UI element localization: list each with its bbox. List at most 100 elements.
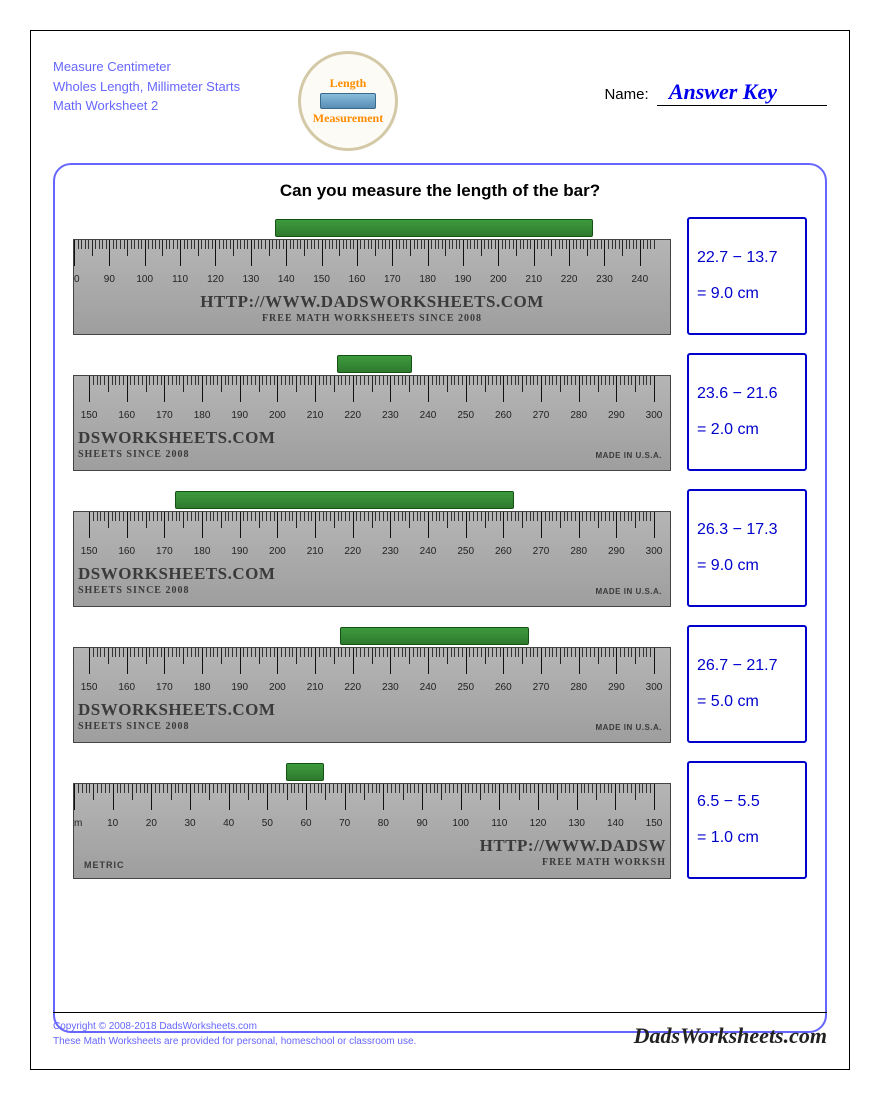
made-in-label: MADE IN U.S.A. bbox=[595, 587, 662, 596]
title-line1: Measure Centimeter bbox=[53, 57, 273, 77]
tick-label: 210 bbox=[307, 682, 324, 693]
answer-box: 22.7 − 13.7= 9.0 cm bbox=[687, 217, 807, 335]
tick-label: 140 bbox=[278, 274, 295, 285]
tick-label: 70 bbox=[339, 818, 350, 829]
made-in-label: MADE IN U.S.A. bbox=[595, 451, 662, 460]
name-label: Name: bbox=[604, 86, 648, 103]
measure-bar bbox=[337, 355, 412, 373]
problem-row: 1501601701801902002102202302402502602702… bbox=[73, 625, 807, 743]
tick-label: 170 bbox=[156, 546, 173, 557]
tick-label: 60 bbox=[300, 818, 311, 829]
tick-label: 270 bbox=[533, 546, 550, 557]
tick-label: 150 bbox=[81, 682, 98, 693]
tick-label: 260 bbox=[495, 682, 512, 693]
name-block: Name: Answer Key bbox=[423, 51, 827, 106]
tick-label: 280 bbox=[570, 410, 587, 421]
tick-label: 170 bbox=[156, 682, 173, 693]
copyright-text: Copyright © 2008-2018 DadsWorksheets.com bbox=[53, 1019, 416, 1034]
badge-top-text: Length bbox=[330, 76, 367, 91]
badge-wrap: Length Measurement bbox=[293, 51, 403, 151]
ruler: 8090100110120130140150160170180190200210… bbox=[73, 239, 671, 335]
tick-label: 110 bbox=[172, 274, 188, 285]
tick-label: 180 bbox=[194, 682, 211, 693]
tick-label: 190 bbox=[231, 410, 248, 421]
problem-row: 1501601701801902002102202302402502602702… bbox=[73, 353, 807, 471]
answer-box: 26.3 − 17.3= 9.0 cm bbox=[687, 489, 807, 607]
title-line3: Math Worksheet 2 bbox=[53, 96, 273, 116]
tick-label: 90 bbox=[416, 818, 427, 829]
answer-key-text: Answer Key bbox=[657, 79, 827, 106]
content-frame: Can you measure the length of the bar? 8… bbox=[53, 163, 827, 1033]
metric-label: METRIC bbox=[84, 860, 125, 870]
answer-box: 23.6 − 21.6 = 2.0 cm bbox=[687, 353, 807, 471]
tick-label: 280 bbox=[570, 546, 587, 557]
answer-result: = 2.0 cm bbox=[697, 421, 797, 439]
tick-label: 150 bbox=[81, 410, 98, 421]
length-badge-icon: Length Measurement bbox=[298, 51, 398, 151]
tick-label: 220 bbox=[561, 274, 578, 285]
tick-label: 240 bbox=[632, 274, 649, 285]
tick-label: 230 bbox=[382, 410, 399, 421]
tick-label: 290 bbox=[608, 682, 625, 693]
answer-box: 6.5 − 5.5 = 1.0 cm bbox=[687, 761, 807, 879]
problem-row: 8090100110120130140150160170180190200210… bbox=[73, 217, 807, 335]
tick-label: 150 bbox=[81, 546, 98, 557]
ruler-brand: HTTP://WWW.DADSWORKSHEETS.COMFREE MATH W… bbox=[74, 292, 670, 324]
ruler-column: 1501601701801902002102202302402502602702… bbox=[73, 625, 671, 743]
measure-bar bbox=[340, 627, 528, 645]
tick-label: 240 bbox=[420, 546, 437, 557]
tick-label: 190 bbox=[231, 682, 248, 693]
tick-label: 200 bbox=[269, 546, 286, 557]
question-text: Can you measure the length of the bar? bbox=[73, 181, 807, 201]
ruler: 1501601701801902002102202302402502602702… bbox=[73, 375, 671, 471]
answer-calc: 23.6 − 21.6 bbox=[697, 385, 797, 403]
tick-label: 260 bbox=[495, 410, 512, 421]
measure-bar bbox=[286, 763, 325, 781]
tick-label: 30 bbox=[184, 818, 195, 829]
tick-label: 180 bbox=[194, 546, 211, 557]
tick-label: 230 bbox=[382, 546, 399, 557]
tick-label: 220 bbox=[344, 682, 361, 693]
answer-result: = 9.0 cm bbox=[697, 285, 797, 303]
tick-label: 210 bbox=[525, 274, 542, 285]
answer-result: = 1.0 cm bbox=[697, 829, 797, 847]
tick-label: 100 bbox=[452, 818, 469, 829]
tick-label: 270 bbox=[533, 682, 550, 693]
tick-label: 240 bbox=[420, 410, 437, 421]
answer-calc: 26.7 − 21.7 bbox=[697, 657, 797, 675]
tick-label: 50 bbox=[262, 818, 273, 829]
tick-label: 230 bbox=[596, 274, 613, 285]
bar-row bbox=[73, 761, 671, 783]
tick-label: 200 bbox=[490, 274, 507, 285]
tick-label: 160 bbox=[118, 410, 135, 421]
badge-bottom-text: Measurement bbox=[313, 111, 383, 126]
bar-row bbox=[73, 217, 671, 239]
tick-label: 160 bbox=[118, 682, 135, 693]
tick-label: 200 bbox=[269, 682, 286, 693]
ruler-column: 8090100110120130140150160170180190200210… bbox=[73, 217, 671, 335]
disclaimer-text: These Math Worksheets are provided for p… bbox=[53, 1034, 416, 1049]
tick-label: 100 bbox=[136, 274, 153, 285]
tick-label: 140 bbox=[607, 818, 624, 829]
tick-label: 170 bbox=[156, 410, 173, 421]
measure-bar bbox=[275, 219, 593, 237]
bar-row bbox=[73, 353, 671, 375]
tick-label: 200 bbox=[269, 410, 286, 421]
footer: Copyright © 2008-2018 DadsWorksheets.com… bbox=[53, 1012, 827, 1049]
tick-label: 90 bbox=[104, 274, 115, 285]
header: Measure Centimeter Wholes Length, Millim… bbox=[53, 51, 827, 151]
footer-brand: DadsWorksheets.com bbox=[634, 1023, 827, 1049]
answer-box: 26.7 − 21.7= 5.0 cm bbox=[687, 625, 807, 743]
tick-label: 150 bbox=[313, 274, 330, 285]
tick-label: 280 bbox=[570, 682, 587, 693]
made-in-label: MADE IN U.S.A. bbox=[595, 723, 662, 732]
tick-label: 220 bbox=[344, 410, 361, 421]
tick-label: 290 bbox=[608, 410, 625, 421]
tick-label: 180 bbox=[194, 410, 211, 421]
tick-label: 40 bbox=[223, 818, 234, 829]
tick-label: 180 bbox=[419, 274, 436, 285]
answer-calc: 6.5 − 5.5 bbox=[697, 793, 797, 811]
tick-label: 270 bbox=[533, 410, 550, 421]
footer-left: Copyright © 2008-2018 DadsWorksheets.com… bbox=[53, 1019, 416, 1049]
tick-label: 300 bbox=[646, 410, 663, 421]
